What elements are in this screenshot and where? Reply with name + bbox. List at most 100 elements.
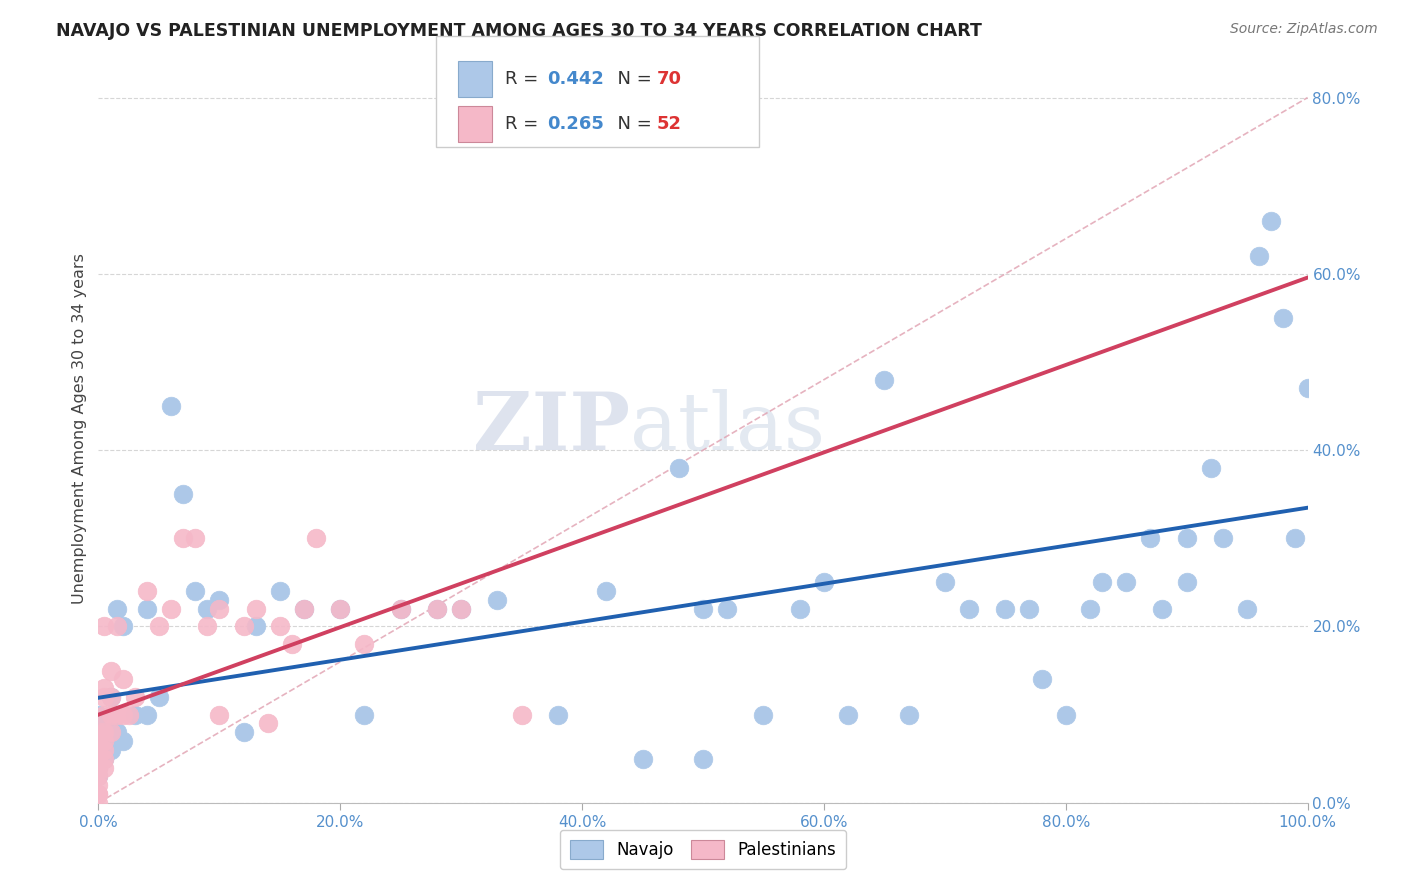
Point bbox=[450, 602, 472, 616]
Point bbox=[111, 673, 134, 687]
Text: atlas: atlas bbox=[630, 389, 825, 467]
Point bbox=[160, 399, 183, 413]
Point bbox=[100, 725, 122, 739]
Point bbox=[1296, 382, 1319, 396]
Point bbox=[245, 619, 267, 633]
Point bbox=[87, 707, 110, 722]
Point bbox=[195, 602, 218, 616]
Point bbox=[135, 584, 157, 599]
Point bbox=[105, 707, 128, 722]
Point bbox=[195, 619, 218, 633]
Point bbox=[105, 619, 128, 633]
Point bbox=[1175, 575, 1198, 590]
Text: N =: N = bbox=[606, 70, 658, 88]
Point bbox=[232, 619, 254, 633]
Point bbox=[486, 593, 509, 607]
Text: R =: R = bbox=[505, 70, 544, 88]
Point bbox=[100, 690, 122, 704]
Point bbox=[1212, 532, 1234, 546]
Point bbox=[184, 532, 207, 546]
Point bbox=[118, 707, 141, 722]
Point bbox=[353, 707, 375, 722]
Point bbox=[87, 725, 110, 739]
Text: 52: 52 bbox=[657, 115, 682, 133]
Point bbox=[87, 725, 110, 739]
Point bbox=[1018, 602, 1040, 616]
Point bbox=[87, 734, 110, 748]
Point bbox=[389, 602, 412, 616]
Point bbox=[789, 602, 811, 616]
Point bbox=[87, 760, 110, 774]
Text: 70: 70 bbox=[657, 70, 682, 88]
Point bbox=[87, 752, 110, 766]
Text: ZIP: ZIP bbox=[474, 389, 630, 467]
Point bbox=[135, 602, 157, 616]
Point bbox=[100, 725, 122, 739]
Point bbox=[100, 690, 122, 704]
Point bbox=[692, 752, 714, 766]
Point bbox=[208, 593, 231, 607]
Point bbox=[245, 602, 267, 616]
Point bbox=[87, 743, 110, 757]
Point bbox=[716, 602, 738, 616]
Point bbox=[93, 734, 115, 748]
Point bbox=[269, 584, 291, 599]
Point bbox=[1078, 602, 1101, 616]
Text: N =: N = bbox=[606, 115, 658, 133]
Point bbox=[256, 716, 278, 731]
Point bbox=[87, 734, 110, 748]
Point bbox=[994, 602, 1017, 616]
Point bbox=[105, 725, 128, 739]
Point bbox=[124, 707, 146, 722]
Point bbox=[813, 575, 835, 590]
Point bbox=[87, 752, 110, 766]
Point bbox=[426, 602, 449, 616]
Point bbox=[111, 734, 134, 748]
Point bbox=[172, 487, 194, 501]
Point bbox=[100, 707, 122, 722]
Point bbox=[837, 707, 859, 722]
Point bbox=[111, 707, 134, 722]
Point bbox=[450, 602, 472, 616]
Point bbox=[426, 602, 449, 616]
Point bbox=[1152, 602, 1174, 616]
Point bbox=[93, 707, 115, 722]
Point bbox=[1175, 532, 1198, 546]
Point bbox=[873, 373, 896, 387]
Point bbox=[1236, 602, 1258, 616]
Point bbox=[208, 707, 231, 722]
Point bbox=[93, 760, 115, 774]
Point bbox=[1115, 575, 1137, 590]
Point bbox=[87, 787, 110, 801]
Point bbox=[281, 637, 304, 651]
Text: NAVAJO VS PALESTINIAN UNEMPLOYMENT AMONG AGES 30 TO 34 YEARS CORRELATION CHART: NAVAJO VS PALESTINIAN UNEMPLOYMENT AMONG… bbox=[56, 22, 983, 40]
Point bbox=[172, 532, 194, 546]
Point bbox=[1249, 249, 1271, 263]
Point bbox=[93, 690, 115, 704]
Point bbox=[292, 602, 315, 616]
Point bbox=[305, 532, 328, 546]
Point bbox=[752, 707, 775, 722]
Point bbox=[292, 602, 315, 616]
Point bbox=[547, 707, 569, 722]
Point bbox=[93, 681, 115, 696]
Point bbox=[269, 619, 291, 633]
Point bbox=[1091, 575, 1114, 590]
Point bbox=[93, 752, 115, 766]
Point bbox=[87, 743, 110, 757]
Point bbox=[1031, 673, 1053, 687]
Point bbox=[93, 619, 115, 633]
Legend: Navajo, Palestinians: Navajo, Palestinians bbox=[560, 830, 846, 870]
Point bbox=[87, 778, 110, 792]
Point bbox=[1272, 310, 1295, 325]
Point bbox=[93, 752, 115, 766]
Point bbox=[135, 707, 157, 722]
Point bbox=[87, 760, 110, 774]
Point bbox=[1260, 214, 1282, 228]
Point bbox=[148, 690, 170, 704]
Point bbox=[148, 619, 170, 633]
Point bbox=[1139, 532, 1161, 546]
Point bbox=[934, 575, 956, 590]
Point bbox=[87, 769, 110, 783]
Point bbox=[957, 602, 980, 616]
